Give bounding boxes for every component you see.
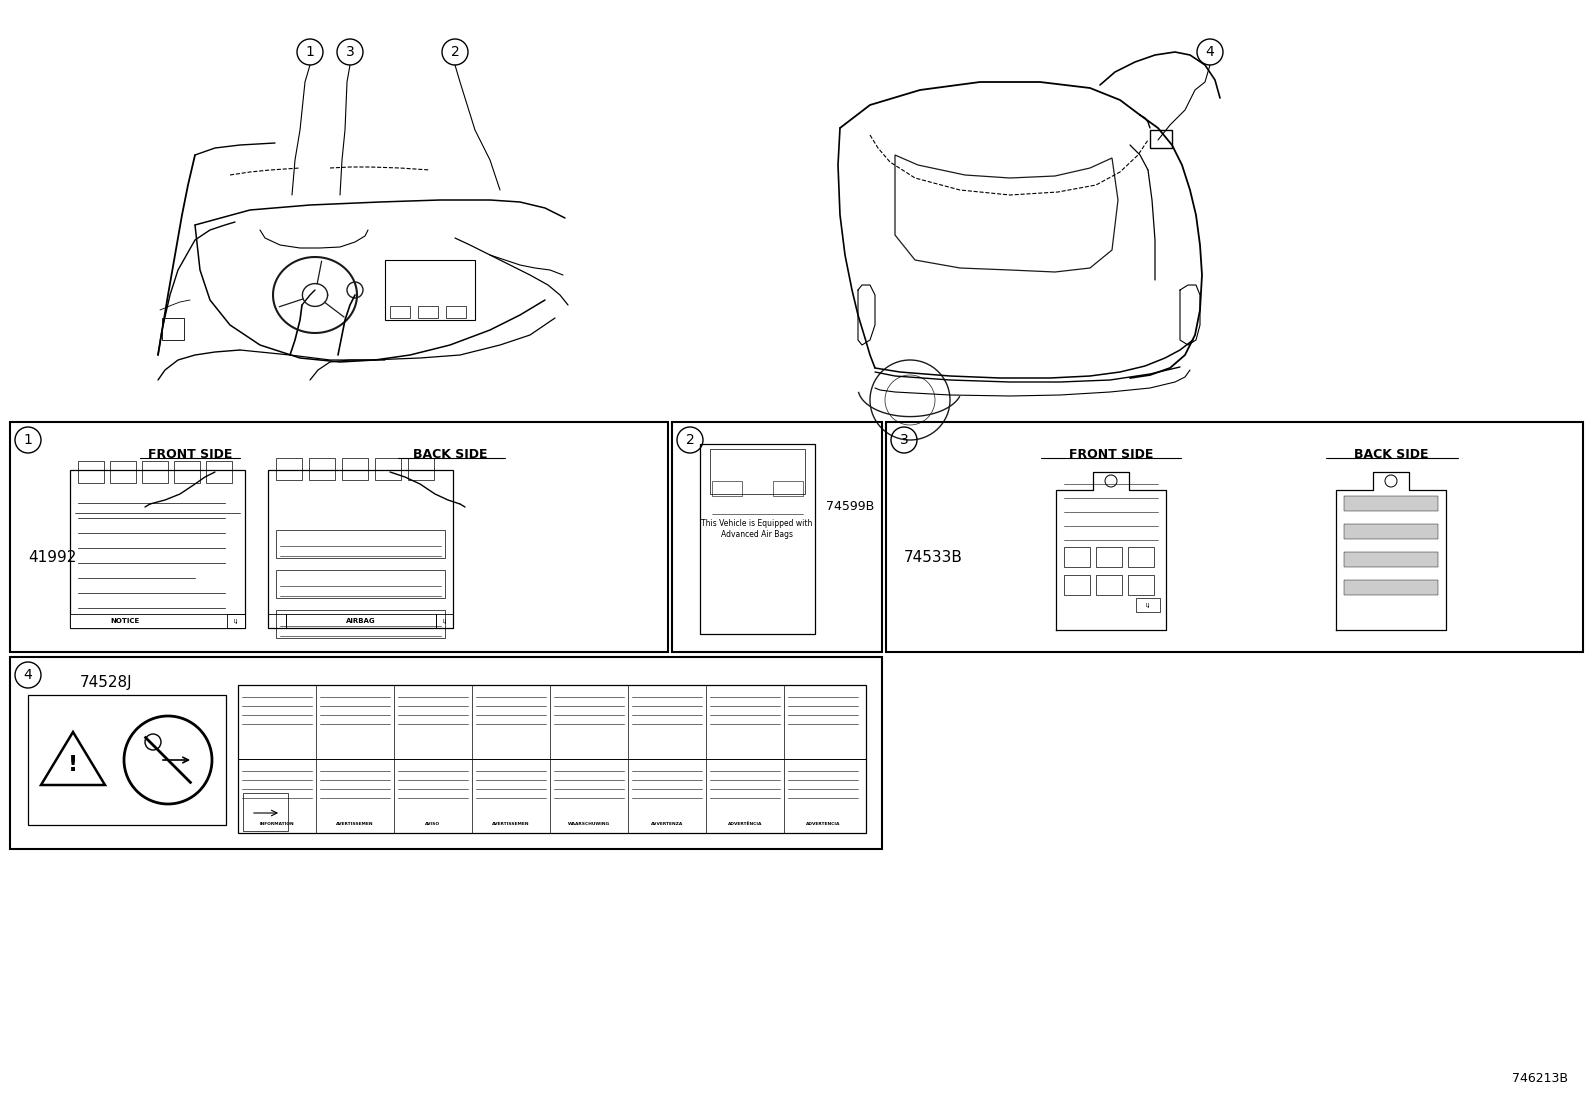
Text: WAARSCHUWING: WAARSCHUWING — [568, 822, 610, 826]
Circle shape — [869, 360, 950, 440]
Bar — [1095, 575, 1122, 595]
Text: AVERTISSEMEN: AVERTISSEMEN — [492, 822, 530, 826]
Text: 1: 1 — [306, 45, 315, 59]
Text: !: ! — [68, 755, 78, 775]
Text: BACK SIDE: BACK SIDE — [412, 447, 487, 460]
Circle shape — [347, 282, 363, 298]
Bar — [267, 470, 454, 628]
Bar — [376, 458, 401, 480]
Bar — [29, 695, 226, 825]
Text: 41992: 41992 — [29, 550, 76, 565]
Bar — [10, 657, 882, 850]
Text: LJ: LJ — [1146, 602, 1151, 608]
Bar — [436, 614, 454, 628]
Text: LJ: LJ — [234, 619, 239, 623]
Bar — [174, 460, 201, 482]
Text: 74599B: 74599B — [826, 500, 874, 513]
Text: 2: 2 — [451, 45, 460, 59]
Text: 1: 1 — [24, 433, 32, 447]
Polygon shape — [41, 732, 105, 785]
Bar — [385, 260, 474, 320]
Bar — [309, 458, 334, 480]
Bar — [1129, 575, 1154, 595]
Bar — [10, 422, 669, 652]
Bar — [1129, 547, 1154, 567]
Text: ADVERTÊNCIA: ADVERTÊNCIA — [728, 822, 763, 826]
Bar — [205, 460, 232, 482]
Bar — [1095, 547, 1122, 567]
Bar — [275, 458, 302, 480]
Bar — [237, 685, 866, 833]
Bar — [275, 530, 446, 558]
Text: AVISO: AVISO — [425, 822, 441, 826]
Bar — [78, 460, 103, 482]
Text: 74533B: 74533B — [904, 550, 963, 565]
Bar — [162, 318, 185, 340]
Circle shape — [1385, 475, 1398, 487]
Bar — [672, 422, 882, 652]
Bar — [408, 458, 435, 480]
Text: This Vehicle is Equipped with
Advanced Air Bags: This Vehicle is Equipped with Advanced A… — [702, 520, 812, 539]
Text: 3: 3 — [899, 433, 909, 447]
Text: FRONT SIDE: FRONT SIDE — [1068, 447, 1153, 460]
Bar — [228, 614, 245, 628]
Circle shape — [124, 717, 212, 804]
Text: 74528J: 74528J — [80, 675, 132, 689]
Bar — [1137, 598, 1161, 612]
Text: 4: 4 — [24, 668, 32, 682]
Text: 3: 3 — [345, 45, 355, 59]
Text: AVVERTENZA: AVVERTENZA — [651, 822, 683, 826]
Circle shape — [145, 734, 161, 750]
Bar — [390, 306, 411, 318]
Text: INFORMATION: INFORMATION — [259, 822, 295, 826]
Bar — [342, 458, 368, 480]
Bar — [1063, 547, 1091, 567]
Bar — [70, 470, 245, 628]
Text: ADVERTENCIA: ADVERTENCIA — [806, 822, 841, 826]
Text: LJ: LJ — [443, 619, 447, 623]
Circle shape — [885, 375, 935, 425]
Bar — [1344, 580, 1438, 595]
Bar — [275, 610, 446, 639]
Text: NOTICE: NOTICE — [110, 618, 140, 624]
Text: 746213B: 746213B — [1512, 1072, 1568, 1085]
Bar — [1344, 496, 1438, 511]
Bar — [446, 306, 466, 318]
Text: AIRBAG: AIRBAG — [345, 618, 376, 624]
Bar — [275, 570, 446, 598]
Bar — [287, 614, 436, 628]
Bar — [110, 460, 135, 482]
Circle shape — [1105, 475, 1118, 487]
Bar — [1344, 524, 1438, 539]
Bar — [1063, 575, 1091, 595]
Bar — [887, 422, 1582, 652]
Bar — [700, 444, 815, 634]
Bar — [774, 481, 802, 496]
Bar — [1149, 130, 1172, 148]
Bar — [70, 614, 245, 628]
Text: 2: 2 — [686, 433, 694, 447]
Polygon shape — [895, 155, 1118, 271]
Bar — [419, 306, 438, 318]
Bar — [267, 614, 287, 628]
Bar — [1344, 552, 1438, 567]
Bar — [710, 449, 806, 493]
Bar — [712, 481, 742, 496]
Text: BACK SIDE: BACK SIDE — [1353, 447, 1428, 460]
Bar — [142, 460, 169, 482]
Text: AVERTISSEMEN: AVERTISSEMEN — [336, 822, 374, 826]
Text: FRONT SIDE: FRONT SIDE — [148, 447, 232, 460]
Text: 4: 4 — [1205, 45, 1215, 59]
Bar — [244, 793, 288, 831]
